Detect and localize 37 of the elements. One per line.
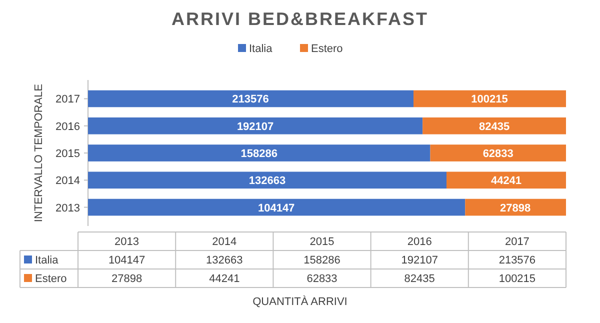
y-tick-label: 2016 [56, 120, 80, 133]
text: 158286 [304, 254, 340, 266]
text: 132663 [206, 254, 243, 266]
y-tick-label: 2013 [56, 202, 80, 214]
y-tick-label: 2015 [56, 148, 80, 160]
category-label: 2014 [212, 236, 237, 248]
chart-title: ARRIVI BED&BREAKFAST [171, 9, 429, 29]
annotation: 44241 [490, 175, 522, 188]
annotation: 132663 [248, 175, 286, 188]
category-label: 2017 [504, 236, 530, 248]
annotation: 104147 [258, 202, 295, 214]
annotation: 27898 [500, 202, 531, 214]
text: 213576 [498, 254, 536, 266]
annotation: 100215 [471, 94, 508, 106]
category-label: 2015 [310, 236, 334, 248]
text: Estero [35, 273, 67, 285]
y-axis-title: INTERVALLO TEMPORALE [33, 84, 45, 222]
text: 82435 [404, 273, 435, 285]
text: Italia [35, 254, 58, 266]
text: 192107 [401, 254, 438, 266]
annotation: 192107 [236, 120, 274, 133]
y-tick-label: 2014 [56, 175, 80, 188]
text: QUANTITÀ ARRIVI [252, 295, 348, 308]
category-label: 2016 [407, 236, 432, 248]
text: 27898 [112, 273, 142, 285]
y-tick-label: 2017 [56, 94, 80, 106]
text: 62833 [306, 273, 338, 285]
legend-label: Italia [249, 43, 274, 55]
annotation: 213576 [232, 94, 269, 106]
text: 100215 [498, 273, 536, 285]
text: 44241 [209, 273, 240, 285]
annotation: 82435 [479, 120, 510, 133]
text: 104147 [108, 254, 146, 266]
annotation: 158286 [240, 148, 278, 160]
category-label: 2013 [114, 236, 140, 248]
annotation: 62833 [482, 148, 514, 160]
legend-label: Estero [311, 43, 343, 55]
